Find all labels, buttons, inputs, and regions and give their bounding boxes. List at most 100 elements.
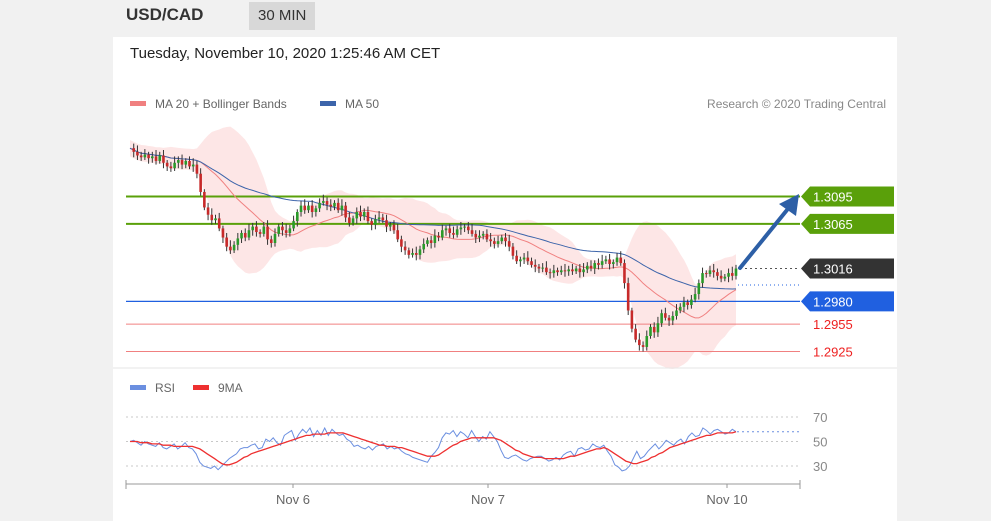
candle-body (355, 212, 359, 219)
rsi-panel: 70 50 30 (126, 410, 827, 474)
ma50-line (129, 147, 737, 290)
candle-body (530, 261, 533, 265)
level-tag-label-1.2955: 1.2955 (813, 317, 853, 332)
candle-body (366, 212, 370, 222)
candle-body (177, 160, 180, 163)
candle-body (251, 226, 254, 231)
candle-body (340, 205, 344, 211)
candle-body (493, 241, 496, 244)
candle-body (240, 232, 243, 239)
level-tags: 1.3095 1.3065 1.3016 1.2980 1.2955 1.2925 (801, 186, 894, 360)
candle-body (697, 283, 701, 295)
candle-body (429, 240, 433, 243)
candle-body (184, 160, 188, 165)
ma20-legend-label: MA 20 + Bollinger Bands (155, 97, 287, 111)
level-tag-1.3016 (801, 258, 894, 279)
candles (132, 143, 738, 352)
candle-body (608, 259, 611, 264)
candle-body (682, 302, 686, 307)
level-tag-label-1.2925: 1.2925 (813, 345, 853, 360)
candle-body (377, 217, 381, 220)
candle-body (195, 164, 199, 174)
candle-body (656, 323, 660, 333)
candle-body (255, 226, 258, 233)
candle-body (660, 313, 663, 324)
candle-body (158, 155, 162, 161)
candle-body (667, 317, 671, 321)
candle-body (716, 272, 719, 276)
candle-body (232, 244, 236, 251)
candle-body (392, 224, 396, 231)
candle-body (623, 263, 626, 284)
candle-body (277, 226, 281, 234)
ma9-legend-swatch (193, 385, 209, 390)
candle-body (690, 299, 693, 305)
candle-body (288, 228, 292, 233)
candle-body (626, 283, 630, 311)
candle-body (585, 265, 589, 270)
forecast-arrow (738, 194, 799, 270)
candle-body (273, 233, 277, 243)
candle-body (411, 253, 414, 255)
candle-body (214, 218, 217, 221)
candle-body (515, 255, 518, 262)
ma9-legend-label: 9MA (218, 381, 243, 395)
level-tag-label-1.2980: 1.2980 (813, 294, 853, 309)
candle-body (504, 237, 507, 242)
candle-body (593, 263, 597, 269)
candle-body (455, 229, 459, 235)
timeframe-badge[interactable]: 30 MIN (249, 2, 316, 30)
candle-body (507, 241, 511, 247)
candle-body (318, 202, 321, 209)
candle-body (630, 310, 634, 329)
bollinger-band-area (130, 126, 736, 369)
candle-body (597, 263, 600, 265)
candle-body (147, 154, 150, 159)
rsi-legend: RSI 9MA (130, 381, 243, 395)
candle-body (556, 270, 559, 273)
candle-body (452, 232, 455, 235)
ma20-legend-swatch (130, 101, 146, 106)
level-tag-label-1.3065: 1.3065 (813, 217, 853, 232)
candle-body (478, 235, 481, 238)
candle-body (269, 239, 273, 243)
candle-body (292, 221, 295, 229)
candle-body (567, 269, 570, 272)
candle-body (180, 160, 184, 165)
rsi-legend-swatch (130, 385, 146, 390)
candle-body (708, 270, 712, 274)
candle-body (444, 228, 448, 231)
level-tag-label-1.3095: 1.3095 (813, 190, 853, 205)
ma20-line (129, 147, 737, 319)
candle-body (281, 226, 284, 231)
candle-body (719, 275, 723, 279)
candle-body (362, 212, 366, 217)
candle-body (243, 232, 247, 238)
candle-body (481, 233, 485, 236)
candle-body (262, 226, 266, 234)
x-tick-label: Nov 10 (706, 492, 747, 507)
level-tag-1.2980 (801, 291, 894, 312)
candle-body (548, 272, 552, 274)
rsi-level-label-30: 30 (813, 459, 827, 474)
candle-body (723, 276, 727, 279)
level-tag-1.3065 (801, 213, 894, 234)
candle-body (199, 173, 202, 192)
candle-body (634, 328, 637, 340)
candle-body (370, 221, 373, 225)
header-bar: USD/CAD 30 MIN (113, 0, 897, 37)
moving-averages (129, 147, 737, 319)
candle-body (266, 226, 269, 240)
candle-body (678, 306, 682, 311)
credit-label: Research © 2020 Trading Central (707, 97, 886, 111)
candle-body (578, 268, 582, 273)
candle-body (418, 249, 422, 255)
candle-body (489, 239, 492, 242)
candle-body (359, 212, 362, 217)
candle-body (396, 230, 399, 240)
candle-body (162, 155, 165, 163)
candle-body (344, 205, 347, 218)
candle-body (612, 262, 615, 264)
candle-body (712, 270, 715, 273)
candle-body (545, 267, 548, 273)
